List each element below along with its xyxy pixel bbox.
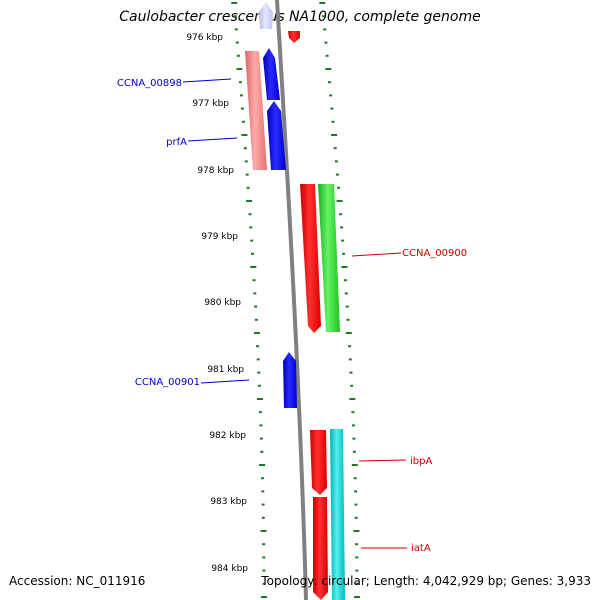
genome-backbone (275, 0, 308, 600)
gene-label[interactable]: CCNA_00901 (135, 377, 200, 388)
gene-feature[interactable] (300, 184, 321, 333)
kbp-scale: 976 kbp 977 kbp 978 kbp 979 kbp 980 kbp … (186, 33, 248, 574)
inner-tick-track (231, 2, 267, 598)
gene-feature[interactable] (330, 429, 345, 600)
genome-title: Caulobacter crescentus NA1000, complete … (119, 9, 481, 25)
kbp-label: 976 kbp (186, 33, 223, 43)
topology-text: Topology: circular; Length: 4,042,929 bp… (261, 574, 591, 588)
gene-feature[interactable] (267, 101, 286, 170)
gene-feature[interactable] (259, 2, 273, 29)
accession-text: Accession: NC_011916 (9, 574, 146, 588)
kbp-label: 984 kbp (211, 564, 248, 574)
leader-line (182, 78, 232, 83)
kbp-label: 981 kbp (207, 365, 244, 375)
gene-feature[interactable] (313, 497, 328, 600)
leader-line (200, 379, 250, 384)
gene-feature[interactable] (283, 352, 297, 408)
gene-feature[interactable] (310, 430, 327, 495)
kbp-label: 978 kbp (197, 166, 234, 176)
gene-label[interactable]: iatA (411, 543, 431, 554)
kbp-label: 977 kbp (192, 99, 229, 109)
leader-line (351, 252, 402, 257)
gene-label[interactable]: CCNA_00900 (402, 248, 467, 259)
gene-label[interactable]: CCNA_00898 (117, 78, 182, 89)
gene-feature[interactable] (263, 48, 280, 100)
kbp-label: 980 kbp (204, 298, 241, 308)
leader-line (187, 137, 238, 142)
kbp-label: 982 kbp (209, 431, 246, 441)
outer-tick-track (319, 2, 360, 598)
gene-feature[interactable] (245, 51, 267, 170)
gene-label[interactable]: prfA (166, 137, 187, 148)
gene-feature[interactable] (318, 184, 340, 332)
gene-feature[interactable] (288, 31, 300, 43)
kbp-label: 983 kbp (210, 497, 247, 507)
kbp-label: 979 kbp (201, 232, 238, 242)
gene-label[interactable]: ibpA (410, 456, 432, 467)
leader-line (358, 459, 407, 462)
